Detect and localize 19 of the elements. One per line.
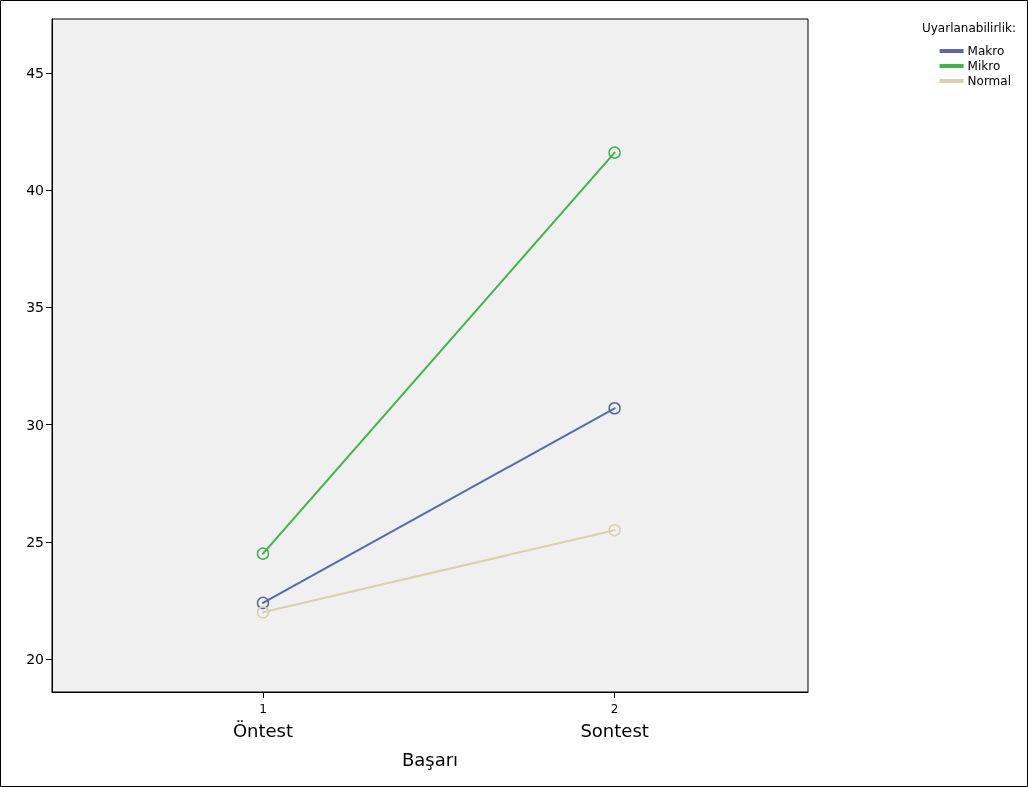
legend-label: Mikro	[967, 59, 1001, 73]
y-tick-label: 45	[26, 64, 44, 81]
point	[608, 402, 621, 415]
y-tick-label: 35	[26, 299, 44, 316]
x-axis-title: Başarı	[401, 748, 459, 770]
legend-label: Normal	[967, 74, 1011, 88]
point	[608, 523, 621, 537]
point	[256, 547, 270, 560]
legend-title: Uyarlanabilirlik:	[921, 21, 1016, 35]
y-tick-label: 30	[26, 416, 44, 433]
x-tick-label: 2 Sontest	[580, 702, 649, 741]
point	[256, 606, 270, 619]
point	[256, 596, 270, 610]
point	[608, 146, 621, 159]
legend-label: Makro	[967, 44, 1005, 58]
y-tick-label: 20	[26, 651, 44, 668]
y-tick-label: 40	[26, 182, 44, 199]
y-tick-label: 25	[26, 533, 44, 550]
x-tick-label: 1 Öntest	[232, 702, 294, 741]
